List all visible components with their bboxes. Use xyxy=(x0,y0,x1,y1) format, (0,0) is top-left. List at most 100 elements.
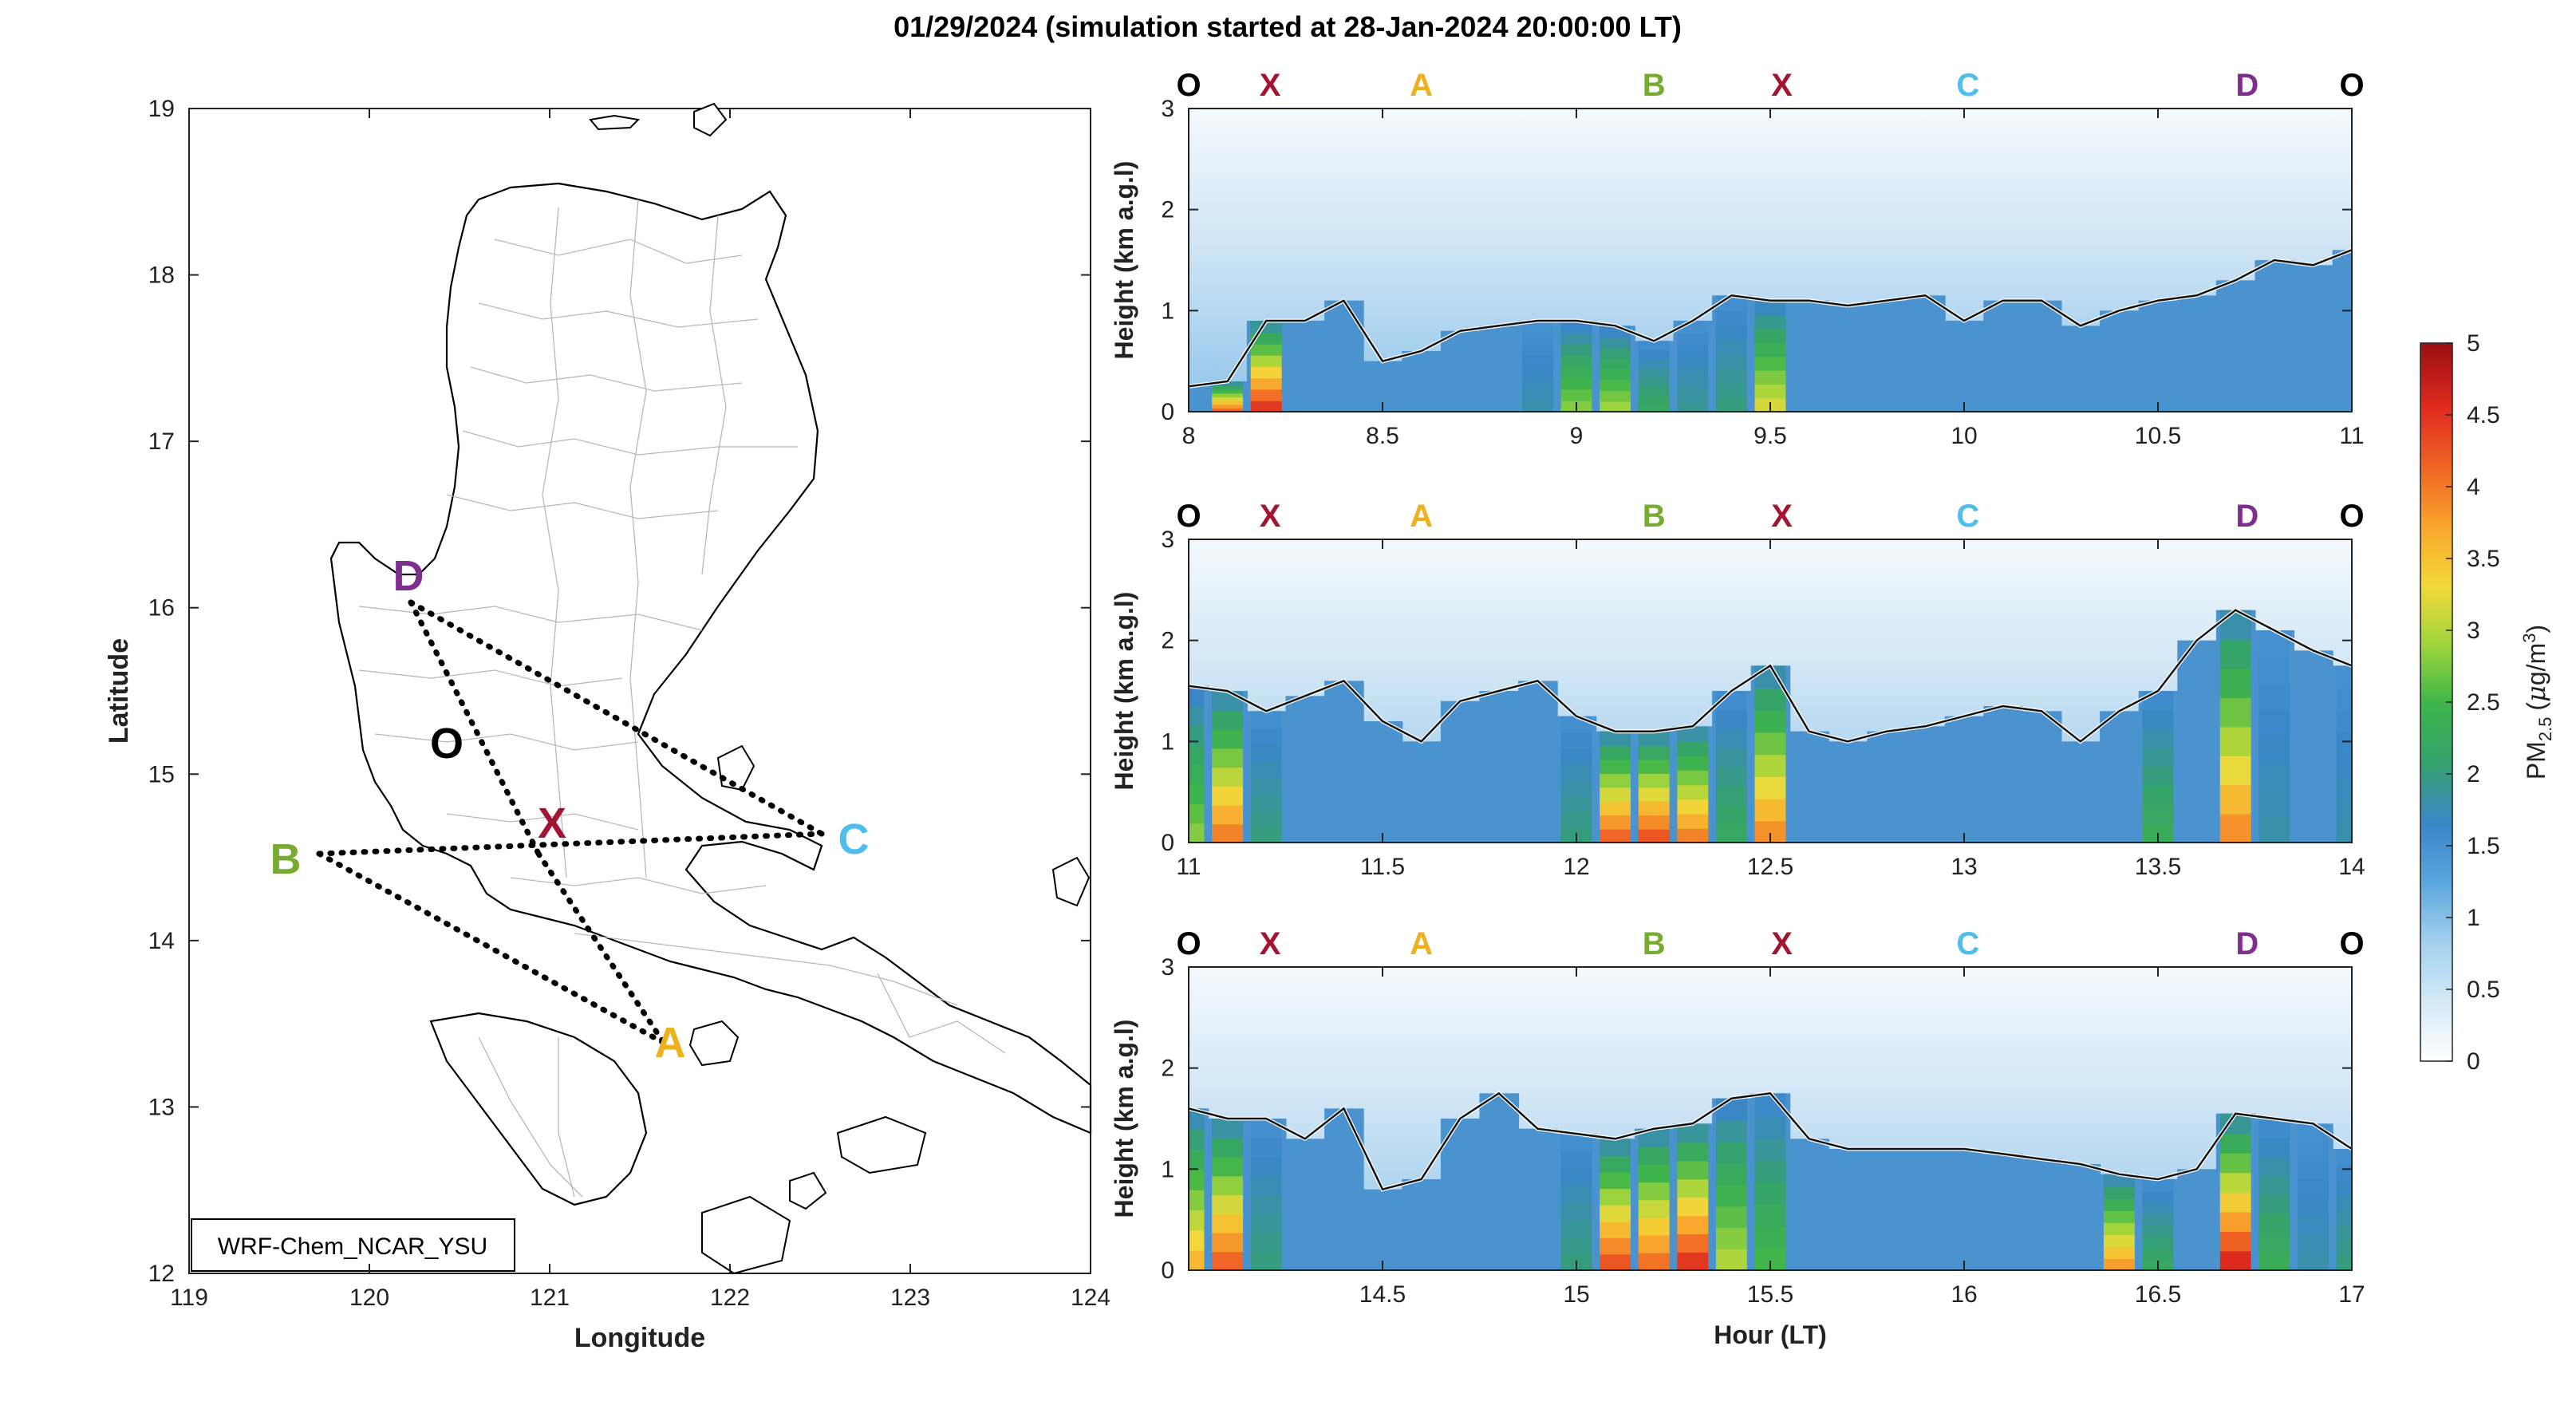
pbl-column xyxy=(1906,1149,1946,1270)
pm25-cell xyxy=(1638,376,1670,386)
pm25-cell xyxy=(1600,815,1631,830)
pm25-cell xyxy=(1715,397,1747,412)
pm25-cell xyxy=(1677,726,1709,742)
pbl-column xyxy=(1402,1179,1442,1270)
pm25-cell xyxy=(1600,1221,1631,1238)
curtain-x-tick-label: 9.5 xyxy=(1753,423,1787,449)
map-y-ticks: 12 13 14 15 16 17 18 19 xyxy=(148,96,1091,1287)
map-y-tick-label: 16 xyxy=(148,595,175,622)
pm25-cell xyxy=(1638,393,1670,404)
pm25-cell xyxy=(2336,1255,2352,1270)
pbl-column xyxy=(2138,300,2179,412)
pm25-cell xyxy=(1715,338,1747,355)
pm25-cell xyxy=(1600,336,1631,349)
pm25-cell xyxy=(1677,769,1709,786)
pm25-cell xyxy=(1715,382,1747,398)
curtain-x-tick-label: 15 xyxy=(1563,1281,1589,1308)
pm25-cell xyxy=(1560,764,1592,780)
pm25-cell xyxy=(2103,1222,2135,1235)
pm25-cell xyxy=(2142,691,2174,711)
pm25-cell xyxy=(2297,1123,2329,1143)
pm25-cell xyxy=(2142,1247,2174,1260)
pm25-cell xyxy=(1600,828,1631,843)
pm25-cell xyxy=(1250,793,1282,811)
pm25-cell xyxy=(1754,1137,1786,1161)
pm25-cell xyxy=(2219,1152,2251,1174)
curtain-ylabel: Height (km a.g.l) xyxy=(1110,592,1138,791)
pm25-cell xyxy=(1212,1194,1244,1214)
pbl-column xyxy=(1285,696,1326,843)
pbl-column xyxy=(2215,280,2256,412)
pm25-cell xyxy=(1560,748,1592,765)
pbl-column xyxy=(1440,330,1481,412)
pm25-cell xyxy=(1715,1098,1747,1121)
colorbar-tick-label: 1 xyxy=(2467,905,2480,931)
pm25-cell xyxy=(1212,1156,1244,1177)
pbl-column xyxy=(1828,306,1868,412)
map-y-tick-label: 17 xyxy=(148,428,175,455)
pbl-column xyxy=(2100,711,2140,843)
route-marker-X: X xyxy=(1771,499,1793,534)
pbl-column xyxy=(1828,741,1868,843)
pm25-cell xyxy=(1521,400,1553,412)
pm25-cell xyxy=(1677,400,1709,412)
pm25-cell xyxy=(1189,685,1205,707)
pm25-cell xyxy=(1560,366,1592,379)
pm25-cell xyxy=(1189,783,1205,804)
curtain-x-tick-label: 11.5 xyxy=(1360,854,1405,880)
pbl-column xyxy=(2177,640,2217,843)
map-y-tick-label: 18 xyxy=(148,262,175,289)
pm25-cell xyxy=(1715,709,1747,730)
site-label-X: X xyxy=(538,799,566,847)
pm25-cell xyxy=(2219,697,2251,728)
curtain-x-tick-label: 12 xyxy=(1563,854,1589,880)
pm25-cell xyxy=(1600,787,1631,802)
curtain-x-tick-label: 13.5 xyxy=(2135,854,2181,880)
pm25-cell xyxy=(1212,767,1244,787)
municipal-boundaries xyxy=(358,199,1006,1198)
pm25-cell xyxy=(2258,1232,2290,1253)
pm25-cell xyxy=(1677,1178,1709,1198)
pm25-cell xyxy=(2258,709,2290,737)
pm25-cell xyxy=(1715,728,1747,749)
pm25-cell xyxy=(1250,366,1282,379)
pm25-cell xyxy=(1715,767,1747,787)
pbl-column xyxy=(1363,1189,1403,1270)
pm25-cell xyxy=(2103,1198,2135,1211)
pm25-cell xyxy=(2297,1178,2329,1198)
pm25-cell xyxy=(2258,1213,2290,1233)
pm25-cell xyxy=(2336,709,2352,733)
pm25-cell xyxy=(2258,763,2290,791)
pm25-cell xyxy=(2336,798,2352,822)
pm25-cell xyxy=(1715,310,1747,326)
pm25-cell xyxy=(1250,389,1282,401)
site-label-B: B xyxy=(270,835,302,883)
pm25-cell xyxy=(1212,804,1244,825)
pm25-cell xyxy=(2142,1202,2174,1214)
pbl-line xyxy=(1189,249,2352,388)
pm25-cell xyxy=(1250,727,1282,745)
pm25-cell xyxy=(1212,1175,1244,1195)
colorbar-tick-label: 0.5 xyxy=(2467,977,2500,1003)
map-y-tick-label: 19 xyxy=(148,96,175,122)
pm25-cell xyxy=(1212,1137,1244,1158)
route-marker-D: D xyxy=(2235,499,2258,534)
curtain-ylabel: Height (km a.g.l) xyxy=(1110,1020,1138,1218)
site-label-D: D xyxy=(393,552,424,600)
pm25-cell xyxy=(1189,705,1205,726)
curtain-x-tick-label: 16.5 xyxy=(2135,1281,2181,1308)
curtain-y-tick-label: 1 xyxy=(1161,298,1174,324)
route-marker-O: O xyxy=(1176,926,1201,961)
pm25-cell xyxy=(1560,732,1592,749)
pm25-cell xyxy=(2142,1179,2174,1192)
curtain-y-tick-label: 0 xyxy=(1161,399,1174,425)
pm25-cell xyxy=(1600,1204,1631,1222)
colorbar-tick-label: 2 xyxy=(2467,761,2480,787)
pm25-cell xyxy=(1677,784,1709,800)
curtain-xlabel: Hour (LT) xyxy=(1714,1320,1827,1349)
colorbar-label-sup: 3 xyxy=(2519,633,2539,643)
route-marker-O: O xyxy=(2339,926,2364,961)
pbl-column xyxy=(1789,731,1829,843)
route-marker-A: A xyxy=(1410,499,1433,534)
colorbar-label-sub: 2.5 xyxy=(2535,717,2555,742)
